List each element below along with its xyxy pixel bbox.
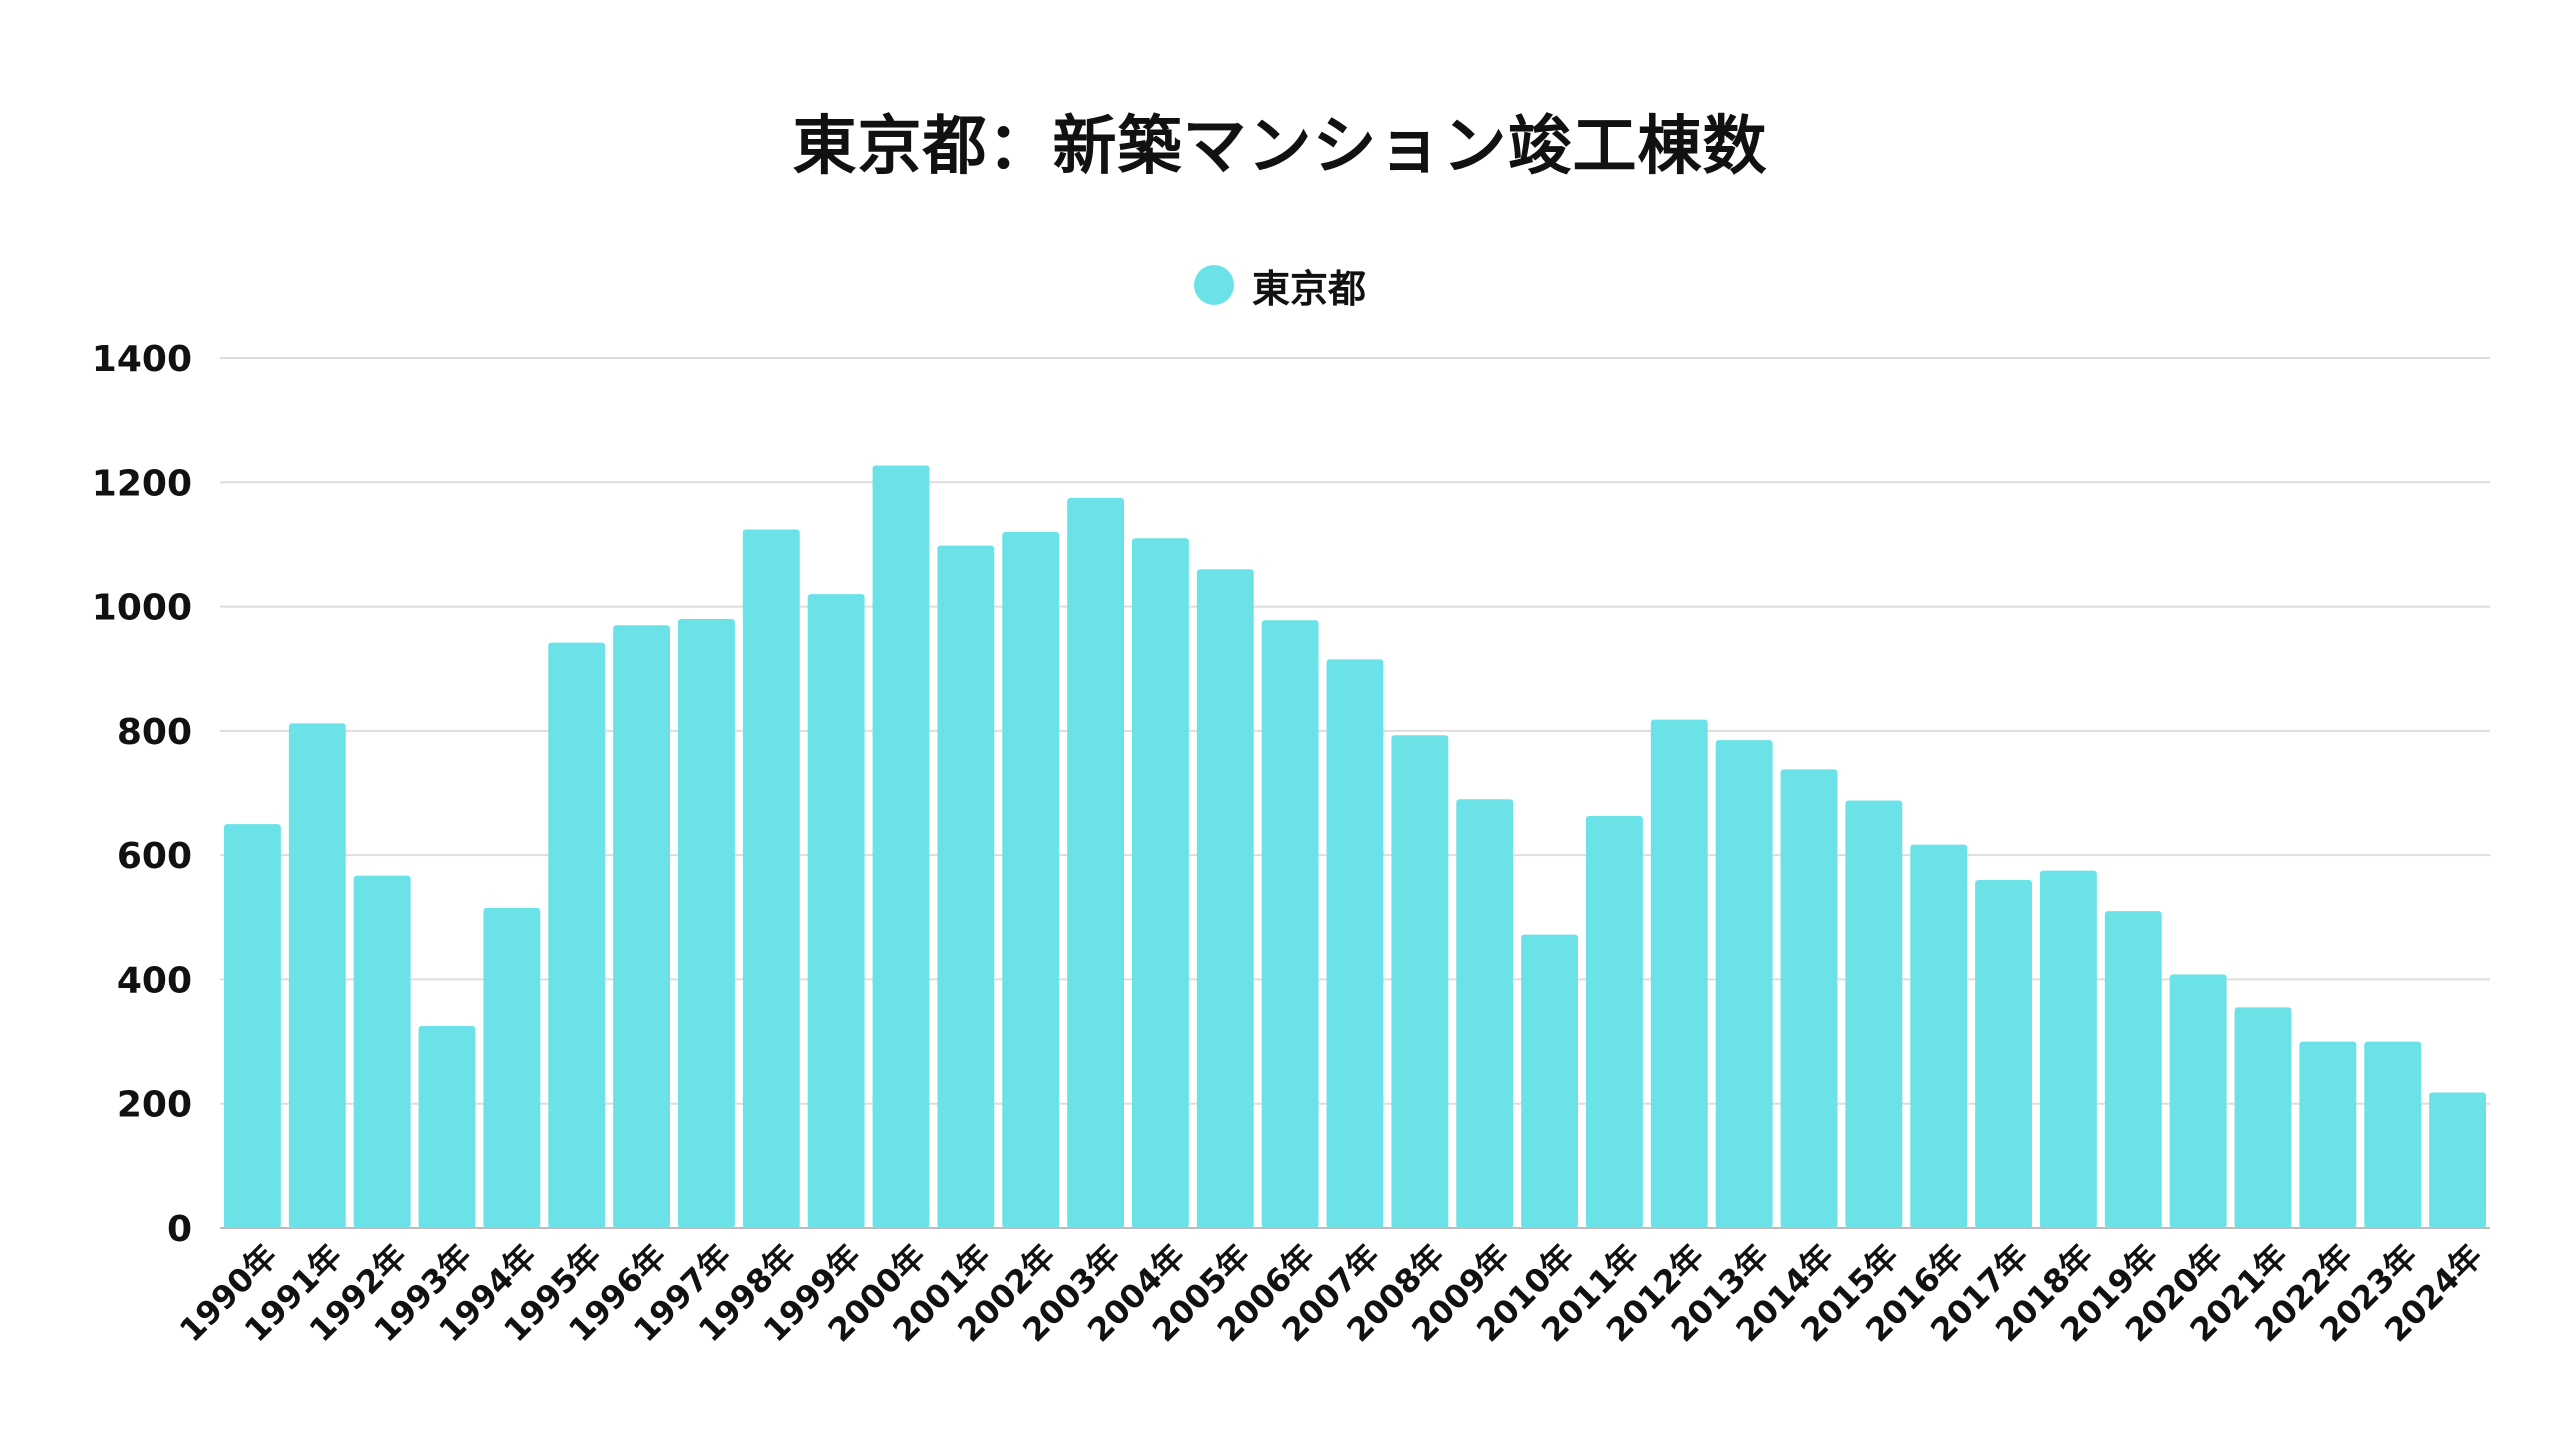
bar-2013年 (1715, 740, 1773, 1228)
bar-2024年 (2429, 1092, 2486, 1228)
bar-2018年 (2040, 870, 2097, 1228)
bar-1995年 (548, 642, 606, 1228)
y-tick-label: 0 (167, 1209, 192, 1250)
bar-1994年 (483, 907, 541, 1228)
legend: 東京都 (0, 255, 2560, 315)
bar-1996年 (613, 625, 670, 1228)
bar-1992年 (353, 875, 411, 1228)
y-tick-label: 1400 (92, 339, 192, 380)
bar-2020年 (2169, 974, 2227, 1228)
bars (224, 465, 2486, 1229)
legend-label: 東京都 (1251, 266, 1366, 311)
bar-1998年 (742, 529, 800, 1228)
bar-2001年 (937, 545, 995, 1228)
y-tick-label: 1200 (92, 463, 192, 504)
bar-1999年 (807, 594, 865, 1228)
bar-2006年 (1261, 620, 1319, 1228)
bar-2021年 (2234, 1007, 2292, 1228)
y-tick-label: 600 (117, 836, 192, 877)
bar-2015年 (1845, 800, 1903, 1228)
y-tick-label: 400 (117, 960, 192, 1001)
bar-2009年 (1456, 799, 1514, 1228)
bar-1991年 (288, 723, 346, 1228)
chart-title: 東京都：新築マンション竣工棟数 (792, 110, 1768, 184)
bar-1997年 (678, 619, 735, 1228)
bar-2022年 (2299, 1041, 2357, 1228)
bar-2005年 (1196, 569, 1254, 1228)
bar-1993年 (418, 1026, 476, 1228)
bar-2017年 (1975, 880, 2032, 1228)
bar-2014年 (1780, 769, 1838, 1228)
bar-2008年 (1391, 735, 1449, 1228)
bar-2007年 (1326, 659, 1384, 1228)
bar-1990年 (224, 824, 281, 1228)
y-tick-label: 800 (117, 712, 192, 753)
legend-marker-icon (1193, 265, 1234, 305)
bar-2012年 (1650, 719, 1708, 1228)
y-tick-label: 200 (117, 1085, 192, 1126)
bar-2002年 (1002, 532, 1060, 1228)
bar-2010年 (1521, 934, 1578, 1228)
y-axis-ticks: 0 200 400 600 800 1000 1200 1400 (92, 339, 192, 1250)
bar-2016年 (1910, 844, 1968, 1228)
y-tick-label: 1000 (92, 588, 192, 629)
bar-2004年 (1132, 538, 1189, 1228)
bar-2000年 (872, 465, 930, 1228)
bar-2019年 (2104, 911, 2162, 1228)
bar-2011年 (1586, 815, 1643, 1228)
bar-2003年 (1067, 497, 1124, 1229)
x-axis-ticks: 1990年1991年1992年1993年1994年1995年1996年1997年… (172, 1237, 2490, 1349)
bar-2023年 (2364, 1041, 2422, 1228)
